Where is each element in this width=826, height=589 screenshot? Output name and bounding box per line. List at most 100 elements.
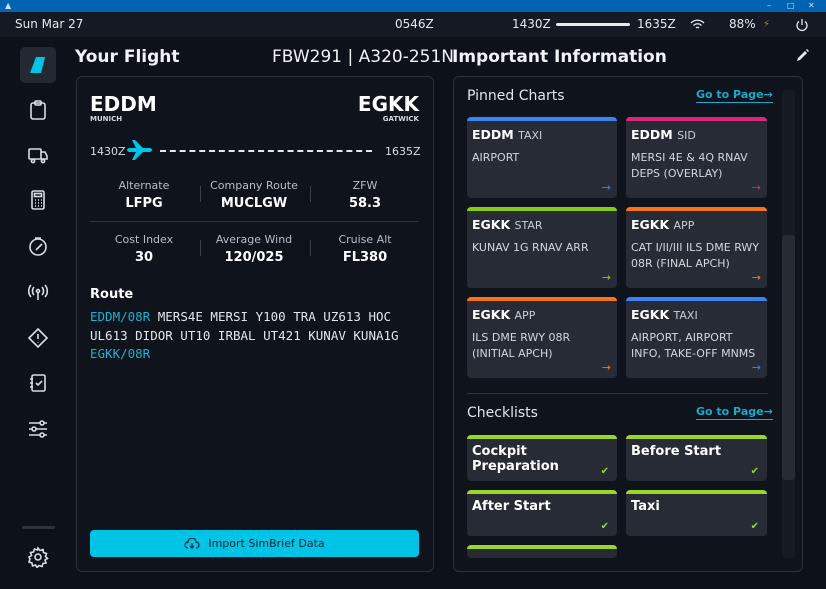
checklist-icon (30, 374, 46, 392)
dest-name: GATWICK (382, 115, 419, 123)
window-title-bar: ▲ – □ ✕ (0, 0, 826, 12)
route-string: EDDM/08R MERS4E MERSI Y100 TRA UZ613 HOC… (90, 309, 399, 361)
divider (467, 393, 768, 394)
checklist-card[interactable]: After Start ✔ (467, 490, 617, 536)
route-label: Route (90, 287, 134, 302)
home-icon (30, 57, 45, 73)
arrow-right-icon: → (751, 181, 761, 194)
sidebar-item-failures[interactable] (20, 320, 56, 356)
pinned-chart-card[interactable]: EGKK APP ILS DME RWY 08R (INITIAL APCH) → (467, 297, 617, 378)
arrow-right-icon: → (601, 181, 611, 194)
arrow-right-icon: → (751, 361, 761, 374)
checklist-card[interactable]: Before Start ✔ (626, 435, 767, 481)
battery-charging-icon: ⚡ (763, 19, 771, 30)
arr-time: 1635Z (637, 17, 676, 31)
chart-description: AIRPORT, AIRPORT INFO, TAKE-OFF MNMS (631, 331, 756, 360)
arrow-right-icon: → (751, 271, 761, 284)
sidebar-item-presets[interactable] (20, 411, 56, 447)
pinned-chart-card[interactable]: EGKK APP CAT I/II/III ILS DME RWY 08R (FI… (626, 207, 767, 288)
dep-time: 1430Z (512, 17, 551, 31)
chart-description: AIRPORT (472, 151, 520, 164)
dest-icao: EGKK (357, 92, 419, 116)
checklist-card[interactable]: Cockpit Preparation ✔ (467, 435, 617, 481)
chart-title: EGKK APP (472, 307, 536, 322)
date: Sun Mar 27 (15, 17, 84, 31)
pinned-chart-card[interactable]: EGKK STAR KUNAV 1G RNAV ARR → (467, 207, 617, 288)
clipboard-icon (30, 100, 46, 120)
flight-progress-line (160, 150, 372, 152)
minimize-button[interactable]: – (767, 1, 771, 10)
status-bar: Sun Mar 27 0546Z 1430Z 1635Z 88% ⚡ (0, 12, 826, 37)
radio-tower-icon (27, 284, 49, 300)
sidebar-divider (22, 526, 55, 529)
chart-title: EGKK TAXI (631, 307, 698, 322)
stat-company-route: Company Route MUCLGW (210, 179, 298, 211)
check-icon: ✔ (600, 466, 609, 477)
airplane-icon (127, 140, 152, 160)
stat-zfw: ZFW 58.3 (348, 179, 382, 211)
wifi-icon (690, 12, 705, 37)
cloud-download-icon (184, 537, 200, 549)
chart-description: MERSI 4E & 4Q RNAV DEPS (OVERLAY) (631, 151, 748, 180)
your-flight-title: Your Flight (75, 47, 180, 67)
divider (90, 221, 419, 222)
sidebar-item-settings[interactable] (20, 539, 56, 575)
settings-icon (27, 546, 49, 568)
calculator-icon (31, 190, 45, 210)
origin-icao: EDDM (90, 92, 157, 116)
warning-icon (27, 327, 49, 349)
scrollbar[interactable] (782, 90, 795, 558)
sidebar-item-performance[interactable] (20, 182, 56, 218)
scrollbar-thumb[interactable] (782, 235, 795, 480)
chart-description: ILS DME RWY 08R (INITIAL APCH) (472, 331, 571, 360)
flight-progress-bar (556, 23, 630, 26)
checklist-card-partial[interactable] (467, 545, 617, 558)
chart-description: CAT I/II/III ILS DME RWY 08R (FINAL APCH… (631, 241, 759, 270)
pinned-chart-card[interactable]: EGKK TAXI AIRPORT, AIRPORT INFO, TAKE-OFF… (626, 297, 767, 378)
edit-pencil-icon[interactable] (795, 48, 810, 63)
flight-ident: FBW291 | A320-251N (272, 47, 455, 67)
checklists-goto-link[interactable]: Go to Page→ (696, 405, 773, 420)
stat-average-wind: Average Wind 120/025 (215, 233, 293, 265)
checklist-name: Cockpit Preparation (472, 444, 559, 474)
maximize-button[interactable]: □ (787, 1, 795, 10)
chart-title: EDDM TAXI (472, 127, 543, 142)
pinned-charts-title: Pinned Charts (467, 88, 565, 104)
battery-level: 88% (729, 17, 756, 31)
important-info-title: Important Information (452, 47, 667, 67)
sidebar-item-home[interactable] (20, 47, 56, 83)
checklist-card[interactable]: Taxi ✔ (626, 490, 767, 536)
sidebar-item-atc[interactable] (20, 274, 56, 310)
pinned-chart-card[interactable]: EDDM SID MERSI 4E & 4Q RNAV DEPS (OVERLAY… (626, 117, 767, 198)
pinned-chart-card[interactable]: EDDM TAXI AIRPORT → (467, 117, 617, 198)
stat-cruise-alt: Cruise Alt FL380 (338, 233, 392, 265)
check-icon: ✔ (600, 521, 609, 532)
stat-alternate: Alternate LFPG (118, 179, 170, 211)
stat-cost-index: Cost Index 30 (114, 233, 174, 265)
sidebar-item-navigation[interactable] (20, 228, 56, 264)
checklists-title: Checklists (467, 405, 538, 421)
sliders-icon (29, 420, 47, 438)
utc-time: 0546Z (395, 17, 434, 31)
origin-time: 1430Z (90, 145, 126, 158)
chart-title: EGKK STAR (472, 217, 543, 232)
arrow-right-icon: → (601, 271, 611, 284)
chart-title: EGKK APP (631, 217, 695, 232)
checklist-name: Before Start (631, 444, 722, 459)
power-button[interactable] (796, 12, 808, 37)
import-simbrief-button[interactable]: Import SimBrief Data (90, 530, 419, 557)
checklist-name: After Start (472, 499, 551, 514)
check-icon: ✔ (750, 466, 759, 477)
close-button[interactable]: ✕ (808, 1, 815, 10)
check-icon: ✔ (750, 521, 759, 532)
chart-description: KUNAV 1G RNAV ARR (472, 241, 589, 254)
sidebar-item-ground[interactable] (20, 137, 56, 173)
app-icon: ▲ (5, 1, 12, 10)
chart-title: EDDM SID (631, 127, 696, 142)
origin-name: MUNICH (90, 115, 123, 123)
arrow-right-icon: → (601, 361, 611, 374)
pinned-charts-goto-link[interactable]: Go to Page→ (696, 88, 773, 103)
checklist-name: Taxi (631, 499, 660, 514)
sidebar-item-dispatch[interactable] (20, 92, 56, 128)
sidebar-item-checklists[interactable] (20, 365, 56, 401)
